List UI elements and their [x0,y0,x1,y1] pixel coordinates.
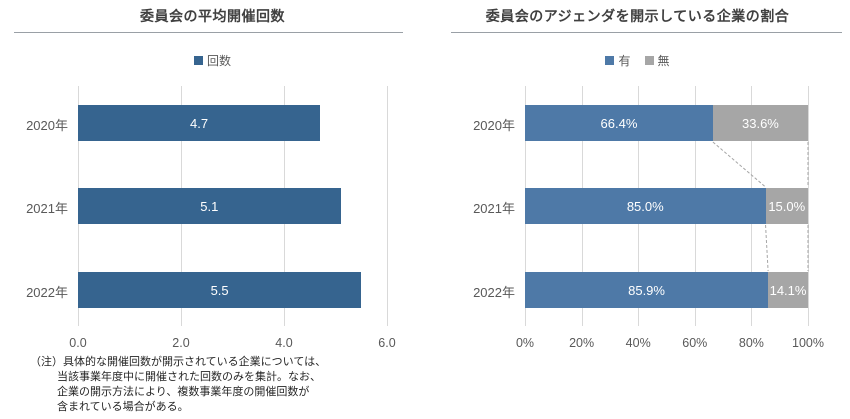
title-underline [14,32,403,33]
x-axis-tick-label: 0.0 [69,336,87,350]
legend-label: 有 [618,54,631,68]
gridline [808,86,809,326]
footnote-line: 企業の開示方法により、複数事業年度の開催回数が [57,386,310,398]
x-axis-tick-label: 80% [738,336,764,350]
bar-segment-回数: 5.5 [78,272,362,308]
legend: 有無 [425,52,850,69]
legend-swatch-icon [193,56,203,65]
bar-value-label: 85.0% [626,198,664,214]
bar-value-label: 4.7 [189,115,209,131]
legend: 回数 [0,52,425,69]
chart-panel-average-meetings: 委員会の平均開催回数 回数 0.0 2.0 4.0 6.0 2020年 4.7 2021年 5… [0,8,425,415]
bar-value-label: 14.1% [769,282,807,298]
bar-value-label: 5.5 [210,282,229,298]
plot-area: 0% 20% 40% 60% 80% 100% 2020年 66.4% 33.6% 2021年 85… [425,0,850,419]
x-axis-tick-label: 2.0 [172,336,190,350]
category-label: 2022年 [473,285,515,300]
footnote-line: （注）具体的な開催回数が開示されている企業については、 [30,356,327,368]
x-axis-tick-label: 40% [625,336,651,350]
chart-title: 委員会の平均開催回数 [140,8,285,24]
bar-value-label: 15.0% [768,198,806,214]
bar-value-label: 5.1 [200,198,219,214]
x-axis-tick-label: 6.0 [378,336,396,350]
chart-footnote: （注）具体的な開催回数が開示されている企業については、当該事業年度中に開催された… [30,355,378,415]
category-label: 2020年 [26,118,68,133]
gridline [387,86,388,326]
bar-value-label: 85.9% [628,282,665,298]
footnote-line: 含まれている場合がある。 [57,401,189,413]
legend-swatch-icon [605,56,615,65]
footnote-line: 当該事業年度中に開催された回数のみを集計。なお、 [57,371,321,383]
category-label: 2021年 [26,201,68,216]
category-label: 2020年 [473,118,515,133]
x-axis-tick-label: 0% [515,336,535,350]
x-axis-tick-label: 20% [569,336,595,350]
legend-label: 回数 [206,54,231,68]
legend-item-無: 無 [644,52,670,69]
bar-value-label: 33.6% [742,115,779,131]
bar-segment-回数: 4.7 [78,105,321,141]
bar-segment-無: 33.6% [712,105,808,141]
category-label: 2022年 [26,285,68,300]
x-axis-tick-label: 4.0 [275,336,293,350]
legend-item-有: 有 [605,52,631,69]
bar-segment-回数: 5.1 [78,188,341,224]
bar-segment-無: 14.1% [768,272,808,308]
chart-title: 委員会のアジェンダを開示している企業の割合 [485,8,790,24]
bar-segment-無: 15.0% [765,188,808,224]
legend-item-回数: 回数 [193,52,231,69]
bar-segment-有: 85.0% [525,188,766,224]
title-underline [451,32,842,33]
category-label: 2021年 [473,201,515,216]
legend-swatch-icon [644,56,654,65]
x-axis-tick-label: 100% [792,336,824,350]
x-axis-tick-label: 60% [682,336,708,350]
bar-segment-有: 85.9% [525,272,769,308]
bar-value-label: 66.4% [600,115,638,131]
plot-area: 0.0 2.0 4.0 6.0 2020年 4.7 2021年 5.1 2022年 5.5 [26,86,396,350]
bar-segment-有: 66.4% [525,105,713,141]
chart-panel-agenda-disclosure: 委員会のアジェンダを開示している企業の割合 有無 0% 20% 40% 60% 80% 1… [425,0,850,419]
legend-label: 無 [657,54,670,68]
